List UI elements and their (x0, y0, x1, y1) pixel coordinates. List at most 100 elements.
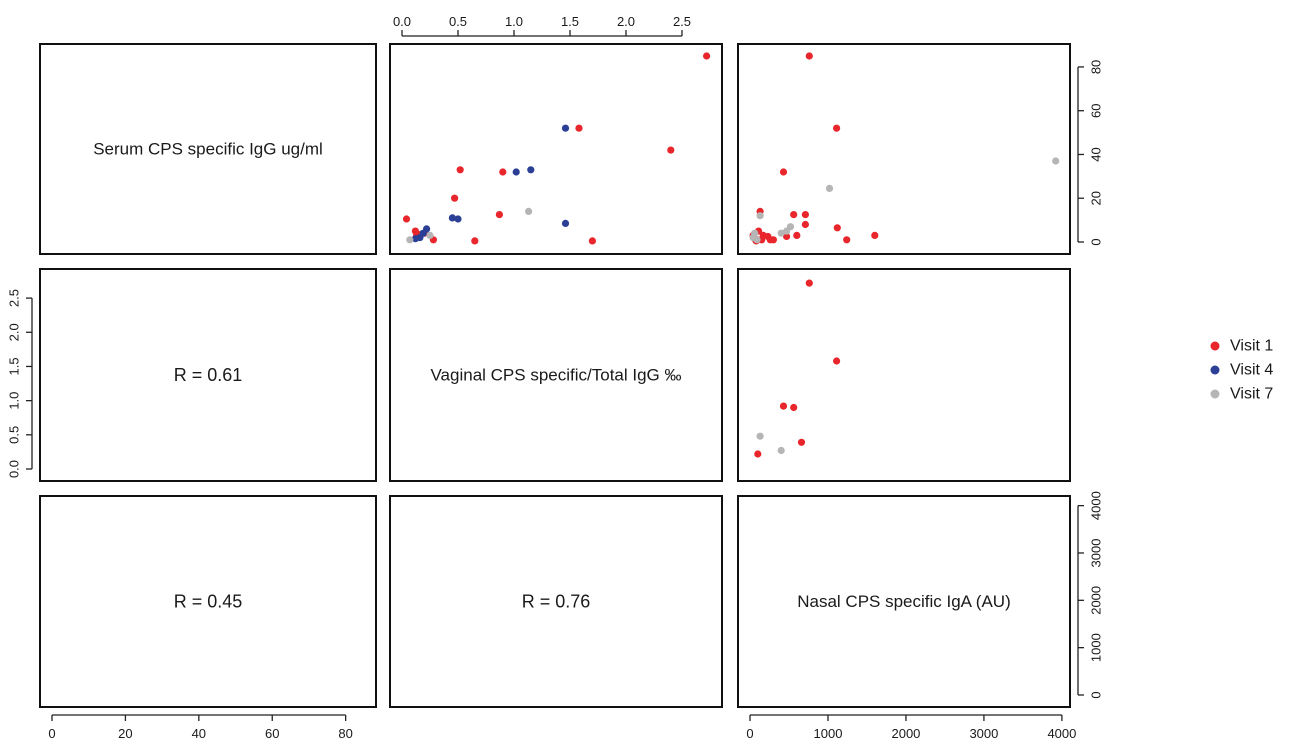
data-point (769, 236, 778, 244)
panel-frame-r2-c0 (39, 495, 377, 708)
data-point (527, 166, 535, 174)
data-point (406, 236, 414, 244)
vaginal-axis-top: 0.0 0.5 1.0 1.5 2.0 2.5 (393, 14, 691, 37)
nasal-axis-bottom: 0 1000 2000 3000 4000 (746, 714, 1076, 741)
data-point (499, 168, 507, 176)
tick-label: 0.0 (7, 460, 22, 478)
tick-label: 0 (1089, 691, 1104, 698)
data-point (451, 194, 459, 202)
tick-label: 1.5 (7, 357, 22, 375)
tick-label: 80 (1089, 60, 1104, 74)
panel-frame-r0-c0 (39, 43, 377, 255)
tick-label: 4000 (1047, 726, 1076, 741)
legend-label: Visit 7 (1230, 386, 1273, 403)
panel-frame-r2-c2 (737, 495, 1071, 708)
panel-frame-r0-c2 (737, 43, 1071, 255)
data-point (753, 236, 761, 244)
tick-label: 1000 (1089, 633, 1104, 662)
correlation-label: R = 0.76 (522, 592, 591, 612)
data-point (402, 215, 411, 223)
vaginal-axis-left: 0.0 0.5 1.0 1.5 2.0 2.5 (7, 289, 33, 478)
data-point (833, 357, 841, 365)
tick-label: 0.5 (449, 14, 467, 29)
serum-axis-right: 0 20 40 60 80 (1077, 60, 1104, 246)
data-point (777, 446, 785, 455)
data-point (871, 231, 879, 239)
data-point (777, 229, 785, 237)
data-point (575, 124, 583, 132)
tick-label: 0 (1089, 238, 1104, 245)
legend-marker (1210, 389, 1220, 399)
tick-label: 3000 (969, 726, 998, 741)
data-point (790, 211, 798, 219)
data-point (588, 237, 597, 245)
data-point (833, 224, 841, 232)
data-point (1052, 157, 1060, 165)
variable-label-nasal: Nasal CPS specific IgA (AU) (797, 592, 1011, 611)
variable-label-vaginal: Vaginal CPS specific/Total IgG ‰ (430, 366, 681, 385)
data-point (754, 450, 762, 458)
data-point (833, 124, 841, 132)
tick-label: 0.5 (7, 426, 22, 444)
data-point (471, 237, 479, 245)
data-point (703, 52, 711, 60)
data-point (756, 212, 764, 220)
data-point (797, 438, 806, 446)
tick-label: 2000 (891, 726, 920, 741)
panel-frame-r1-c1 (389, 268, 723, 482)
data-point (801, 220, 810, 229)
data-point (561, 124, 570, 132)
data-points (402, 52, 1060, 458)
tick-label: 1000 (814, 726, 843, 741)
tick-label: 1.0 (7, 392, 22, 410)
tick-label: 2.5 (7, 289, 22, 307)
data-point (456, 166, 464, 174)
variable-label-serum: Serum CPS specific IgG ug/ml (93, 140, 323, 159)
data-point (779, 168, 788, 176)
data-point (454, 215, 462, 223)
data-point (448, 214, 456, 222)
legend-marker (1210, 341, 1220, 351)
tick-label: 2000 (1089, 586, 1104, 615)
legend: Visit 1 Visit 4 Visit 7 (1210, 338, 1273, 403)
data-point (411, 235, 419, 243)
data-point (843, 236, 851, 244)
tick-label: 60 (265, 726, 279, 741)
data-point (783, 232, 791, 241)
data-point (495, 211, 503, 219)
panel-frame-r1-c0 (39, 268, 377, 482)
panel-frame-r0-c1 (389, 43, 723, 255)
tick-label: 0.0 (393, 14, 411, 29)
tick-label: 2.0 (617, 14, 635, 29)
tick-label: 3000 (1089, 539, 1104, 568)
correlation-label: R = 0.45 (174, 592, 243, 612)
legend-label: Visit 1 (1230, 338, 1273, 355)
data-point (756, 432, 764, 440)
nasal-axis-right: 0 1000 2000 3000 4000 (1077, 491, 1104, 699)
tick-label: 20 (1089, 191, 1104, 205)
data-point (426, 231, 434, 239)
tick-label: 2.5 (673, 14, 691, 29)
tick-label: 60 (1089, 103, 1104, 117)
tick-label: 80 (338, 726, 352, 741)
legend-label: Visit 4 (1230, 362, 1273, 379)
data-point (805, 279, 813, 287)
tick-label: 40 (1089, 147, 1104, 161)
tick-label: 0 (48, 726, 55, 741)
tick-label: 2.0 (7, 323, 22, 341)
data-point (512, 168, 520, 176)
axes-group: 0.0 0.5 1.0 1.5 2.0 2.50 20 40 60 80 0 1000 2000 3000… (7, 14, 1104, 741)
data-point (790, 403, 798, 412)
tick-label: 0 (746, 726, 753, 741)
serum-axis-bottom: 0 20 40 60 80 (48, 714, 353, 741)
data-point (561, 219, 570, 227)
tick-label: 20 (118, 726, 132, 741)
panel-labels: Serum CPS specific IgG ug/ml Vaginal CPS … (93, 140, 1011, 612)
tick-label: 40 (192, 726, 206, 741)
data-point (779, 402, 788, 410)
panel-frames (39, 43, 1071, 708)
correlation-label: R = 0.61 (174, 365, 243, 385)
data-point (525, 207, 533, 215)
tick-label: 1.0 (505, 14, 523, 29)
